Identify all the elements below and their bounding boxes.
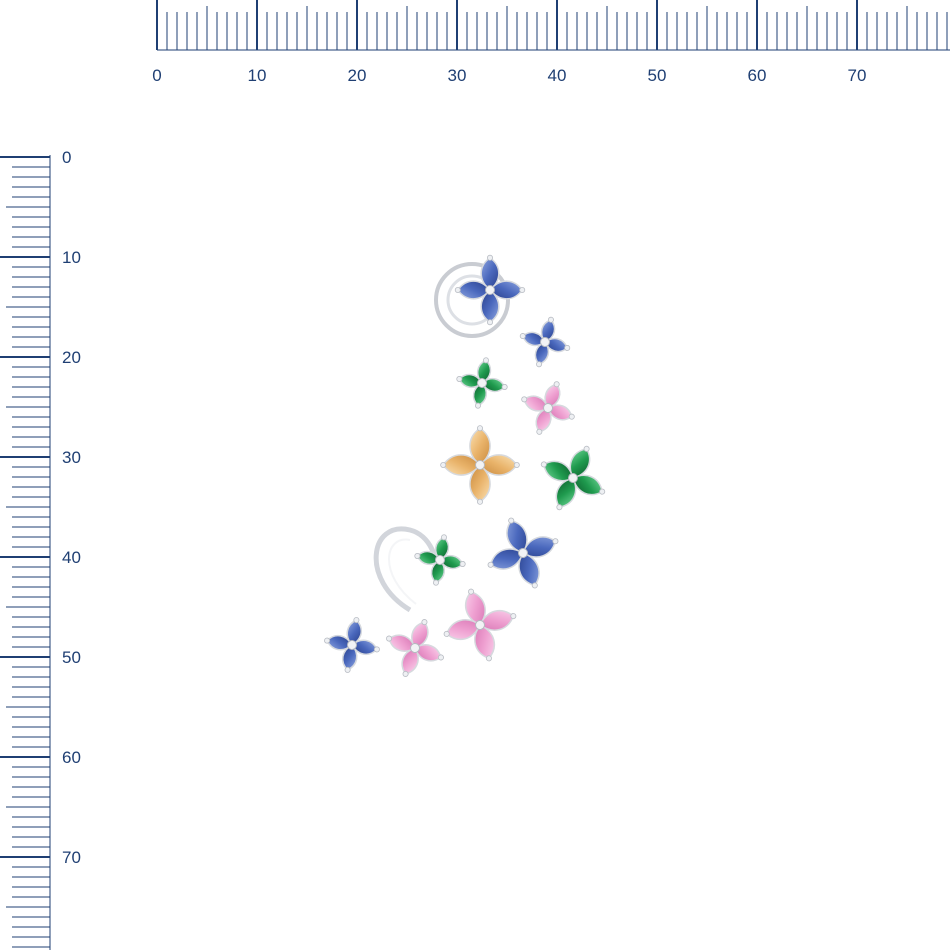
sapphire-flower xyxy=(324,617,380,673)
flower-center xyxy=(518,548,528,558)
emerald-flower xyxy=(540,445,606,511)
v-ruler-label: 70 xyxy=(62,848,81,867)
prong xyxy=(487,254,493,261)
prong xyxy=(414,553,421,560)
flower-center xyxy=(475,460,485,470)
prong xyxy=(540,461,547,468)
h-ruler-label: 40 xyxy=(548,66,567,85)
flower-center xyxy=(568,473,578,483)
prong xyxy=(536,428,543,435)
h-ruler-label: 70 xyxy=(848,66,867,85)
flower-center xyxy=(477,378,487,388)
h-ruler-label: 60 xyxy=(748,66,767,85)
prong xyxy=(547,316,554,323)
pink-sapphire-flower xyxy=(521,381,575,435)
prong xyxy=(477,498,483,505)
prong xyxy=(519,287,526,293)
prong xyxy=(510,613,517,620)
prong xyxy=(531,582,538,589)
prong xyxy=(536,361,543,368)
flower-center xyxy=(347,640,357,650)
prong xyxy=(468,588,475,595)
sapphire-flower xyxy=(487,517,559,589)
flower-center xyxy=(540,337,550,347)
prong xyxy=(459,560,466,567)
prong xyxy=(440,534,447,541)
prong xyxy=(519,333,526,340)
prong xyxy=(487,561,494,568)
prong xyxy=(324,637,331,644)
v-ruler-label: 60 xyxy=(62,748,81,767)
metal-stem xyxy=(373,526,440,613)
prong xyxy=(402,670,409,677)
h-ruler-label: 20 xyxy=(348,66,367,85)
prong xyxy=(386,635,393,642)
prong xyxy=(513,462,520,468)
h-ruler-label: 50 xyxy=(648,66,667,85)
prong xyxy=(482,357,489,364)
prong xyxy=(421,619,428,626)
prong xyxy=(521,396,528,403)
horizontal-ruler: 0 10 20 30 40 50 60 70 xyxy=(152,0,950,85)
vertical-ruler: 0 10 20 30 40 50 60 70 xyxy=(0,148,81,950)
h-ruler-label: 30 xyxy=(448,66,467,85)
prong xyxy=(501,383,508,390)
pink-sapphire-flower xyxy=(386,619,444,677)
prong xyxy=(556,504,563,511)
flower-ear-cuff-jewelry xyxy=(324,254,606,677)
prong xyxy=(454,287,461,293)
prong xyxy=(477,425,483,432)
flower-center xyxy=(543,403,553,413)
prong xyxy=(583,445,590,452)
v-ruler-label: 40 xyxy=(62,548,81,567)
sapphire-flower xyxy=(519,316,571,368)
clip-disc xyxy=(434,262,510,338)
prong xyxy=(456,376,463,383)
prong xyxy=(437,654,444,661)
h-ruler-label: 10 xyxy=(248,66,267,85)
citrine-flower xyxy=(440,425,520,505)
prong xyxy=(433,579,440,586)
sapphire-flower xyxy=(454,254,526,326)
v-ruler-label: 30 xyxy=(62,448,81,467)
prong xyxy=(353,617,360,624)
pink-sapphire-flower xyxy=(443,588,517,662)
flower-center xyxy=(475,620,485,630)
v-ruler-label: 20 xyxy=(62,348,81,367)
prong xyxy=(440,462,447,468)
prong xyxy=(485,655,492,662)
emerald-flower xyxy=(414,534,466,586)
prong xyxy=(475,402,482,409)
flower-center xyxy=(485,285,495,295)
prong xyxy=(599,488,606,495)
v-ruler-label: 50 xyxy=(62,648,81,667)
prong xyxy=(568,413,575,420)
prong xyxy=(564,344,571,351)
prong xyxy=(443,630,450,637)
prong xyxy=(508,517,515,524)
h-ruler-label: 0 xyxy=(152,66,161,85)
prong xyxy=(344,666,351,673)
flower-center xyxy=(410,643,420,653)
prong xyxy=(373,646,380,653)
prong xyxy=(552,538,559,545)
metal-stem-inner xyxy=(388,538,417,605)
prong xyxy=(553,381,560,388)
v-ruler-label: 0 xyxy=(62,148,71,167)
prong xyxy=(487,319,493,326)
emerald-flower xyxy=(456,357,508,409)
flower-center xyxy=(435,555,445,565)
v-ruler-label: 10 xyxy=(62,248,81,267)
